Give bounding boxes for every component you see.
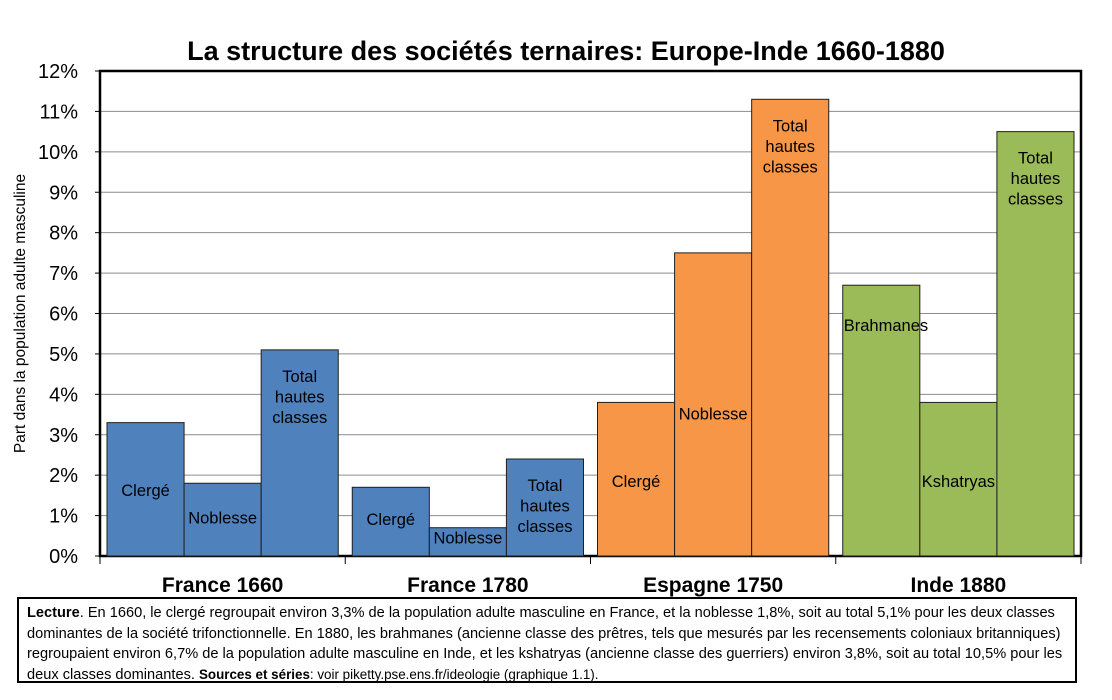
reading-note: Lecture. En 1660, le clergé regroupait e… [17,597,1077,683]
bar-label: Total [528,477,563,495]
y-tick-label: 6% [49,304,78,326]
bar-label: Total [773,117,808,135]
y-tick-label: 12% [38,61,78,83]
x-category-label: France 1780 [407,574,528,597]
y-tick-label: 2% [49,465,78,487]
bar-label: Brahmanes [844,317,928,335]
y-tick-label: 0% [49,546,78,568]
bar [597,401,676,557]
bar [351,486,430,557]
y-tick-label: 4% [49,384,78,406]
bar-label: hautes [275,388,325,406]
y-tick-label: 8% [49,223,78,245]
note-text: . En 1660, le clergé regroupait environ … [27,605,1063,683]
chart: La structure des sociétés ternaires: Eur… [12,36,1083,597]
bar-label: hautes [1011,170,1061,188]
bar-label: classes [763,158,818,176]
bar-label: classes [272,409,327,427]
note-lead: Lecture [27,605,80,621]
x-category-label: France 1660 [162,574,283,597]
x-category-label: Inde 1880 [911,574,1007,597]
bar [505,458,584,557]
bar-label: Clergé [612,473,661,491]
bar [674,252,753,557]
bar-label: classes [1008,191,1063,209]
bar [842,284,921,557]
y-tick-label: 10% [38,142,78,164]
bar-label: Noblesse [679,406,748,424]
bar-label: classes [517,518,572,536]
y-tick-label: 7% [49,263,78,285]
y-tick-label: 11% [39,101,78,123]
y-tick-label: 1% [49,506,78,528]
bar [996,131,1075,557]
bar-label: hautes [520,498,570,516]
chart-title: La structure des sociétés ternaires: Eur… [187,36,945,66]
bar-label: hautes [765,138,815,156]
bar-label: Total [1018,150,1053,168]
x-category-label: Espagne 1750 [643,574,783,597]
bar [183,482,262,557]
note-sources-text: : voir piketty.pse.ens.fr/ideologie (gra… [309,666,599,682]
y-tick-label: 5% [49,344,78,366]
bar-label: Kshatryas [922,473,995,491]
bar [919,401,998,557]
bar-label: Clergé [121,482,170,500]
bar [751,98,830,557]
y-tick-label: 3% [49,425,78,447]
bar [260,349,339,557]
y-axis-label: Part dans la population adulte masculine [12,174,29,453]
bar-label: Clergé [366,511,415,529]
bar-label: Total [282,368,317,386]
note-sources-label: Sources et séries [198,666,310,682]
y-tick-label: 9% [49,182,78,204]
bar-label: Noblesse [188,509,257,527]
bar [428,527,507,557]
bar-label: Noblesse [433,529,502,547]
